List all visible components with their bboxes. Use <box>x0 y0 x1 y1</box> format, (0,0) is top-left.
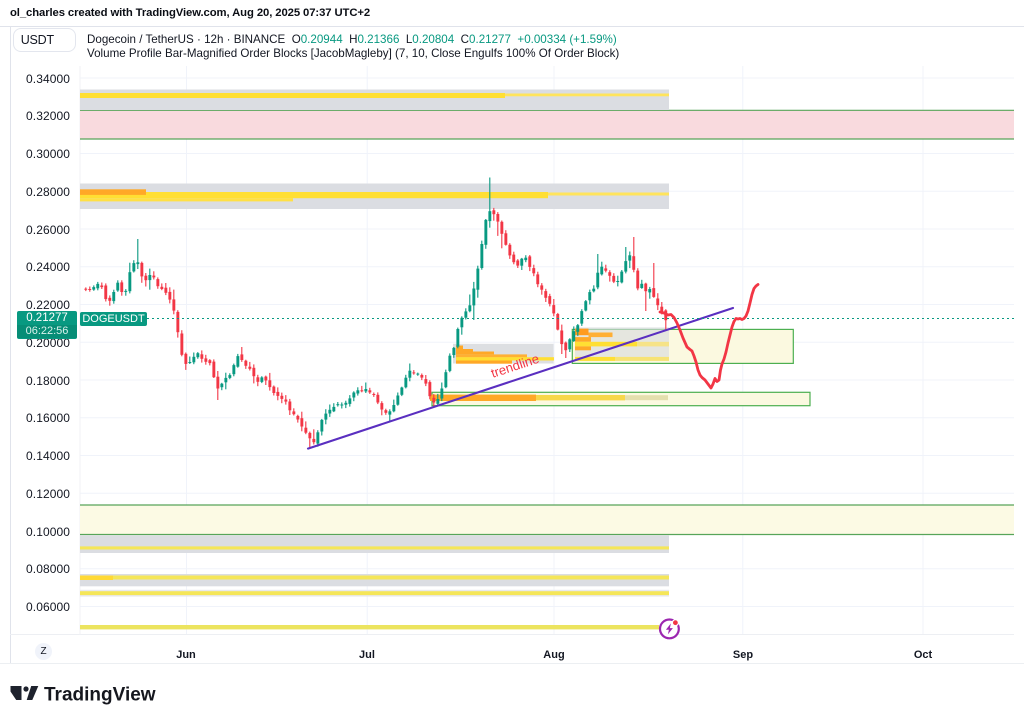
svg-text:TradingView: TradingView <box>44 685 156 706</box>
